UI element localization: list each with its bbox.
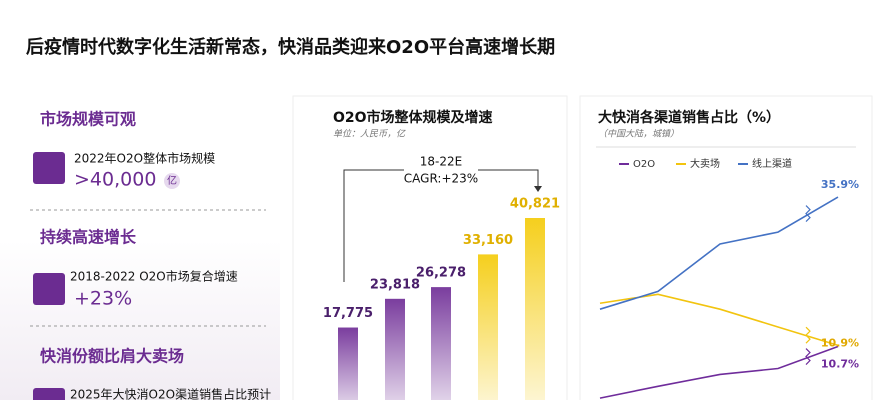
card [579, 95, 873, 400]
arrow-head [534, 186, 542, 192]
label: 2018-2022 O2O市场复合增速 [70, 269, 238, 284]
value-label: 26,278 [416, 266, 466, 281]
value-label: 10.9% [821, 336, 859, 349]
value-label: 10.7% [821, 358, 859, 371]
chart-title: 大快消各渠道销售占比（%） [598, 109, 780, 126]
icon [33, 388, 65, 400]
unit: 亿 [167, 174, 177, 187]
legend-label: 大卖场 [690, 157, 720, 170]
value-label: 40,821 [510, 197, 560, 212]
slide-title: 后疫情时代数字化生活新常态，快消品类迎来O2O平台高速增长期 [26, 36, 555, 58]
left-backdrop [0, 240, 280, 400]
bar [478, 254, 498, 400]
icon [33, 152, 65, 184]
value: +23% [74, 288, 132, 310]
legend-label: 线上渠道 [752, 157, 792, 170]
axis-break [805, 326, 811, 344]
label: 2025年大快消O2O渠道销售占比预计 [70, 387, 271, 400]
chart-subtitle: 单位：人民币，亿 [333, 129, 406, 140]
chart-title: O2O市场整体规模及增速 [333, 109, 493, 126]
chart-subtitle: （中国大陆，城镇） [598, 129, 679, 140]
value-label: 23,818 [370, 277, 420, 292]
series-line [599, 345, 839, 399]
heading: 快消份额比肩大卖场 [40, 347, 184, 366]
highlights: 市场规模可观 2022年O2O整体市场规模 >40,000 亿 持续高速增长 2… [30, 110, 271, 400]
label: 2022年O2O整体市场规模 [74, 151, 215, 166]
bar [338, 327, 358, 400]
value-label: 35.9% [821, 178, 859, 191]
annotation: 18-22E [420, 155, 462, 169]
value: >40,000 [74, 169, 156, 191]
bar [431, 287, 451, 400]
value-label: 17,775 [323, 306, 373, 321]
axis-break [805, 348, 811, 365]
bracket [343, 169, 404, 282]
annotation: CAGR:+23% [404, 172, 478, 186]
axis-break [805, 205, 811, 223]
series-line [599, 196, 839, 310]
legend-label: O2O [633, 159, 655, 170]
bar [385, 298, 405, 400]
icon [33, 273, 65, 305]
bracket [478, 169, 539, 188]
heading: 市场规模可观 [40, 110, 136, 129]
heading: 持续高速增长 [40, 228, 137, 247]
unit-badge [164, 173, 180, 189]
value-label: 33,160 [463, 233, 513, 248]
bar [525, 218, 545, 400]
